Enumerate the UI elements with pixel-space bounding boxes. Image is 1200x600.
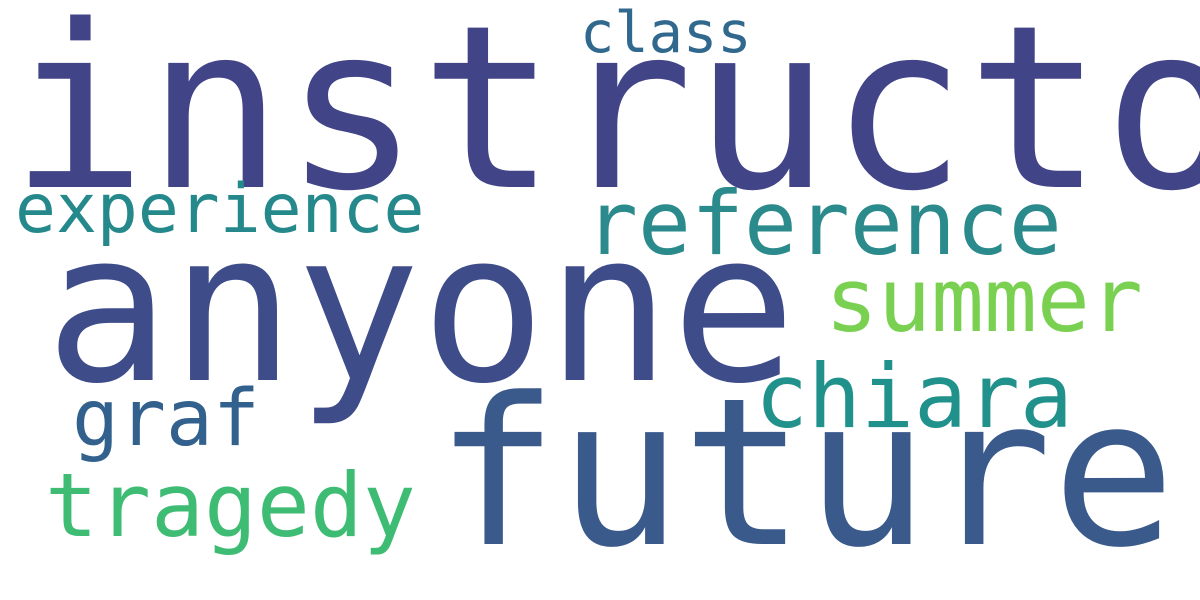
word-summer: summer <box>825 249 1143 352</box>
word-instructor: instructor <box>10 0 1200 241</box>
word-experience: experience <box>15 170 425 249</box>
word-class: class <box>580 0 752 66</box>
word-tragedy: tragedy <box>45 454 416 557</box>
word-reference: reference <box>585 172 1062 275</box>
word-chiara: chiara <box>755 345 1073 448</box>
word-future: future <box>435 355 1176 593</box>
word-anyone: anyone <box>45 188 797 430</box>
word-graf: graf <box>72 374 260 464</box>
